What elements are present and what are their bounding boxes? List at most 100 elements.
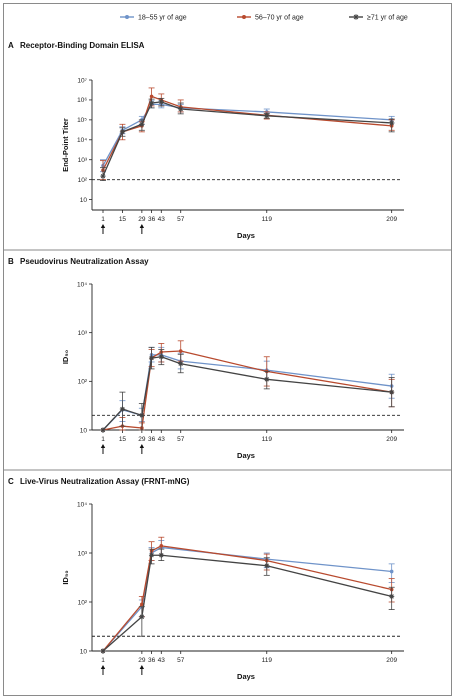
- y-tick-label: 10²: [78, 599, 88, 606]
- panel-letter: C: [8, 477, 14, 486]
- y-axis-title: ID₅₀: [61, 570, 70, 584]
- x-tick-label: 119: [262, 657, 273, 664]
- series-line: [102, 103, 392, 167]
- series-1: [101, 346, 395, 432]
- dose-arrow-head: [139, 665, 145, 669]
- y-tick-label: 10: [80, 197, 88, 204]
- series-3: [100, 97, 395, 181]
- series-2: [101, 340, 395, 432]
- x-axis-title: Days: [237, 231, 255, 240]
- x-tick-label: 57: [177, 216, 185, 223]
- y-tick-label: 10: [80, 648, 88, 655]
- dose-arrow-head: [100, 224, 106, 228]
- y-tick-label: 10⁶: [77, 97, 87, 104]
- series-3: [100, 548, 395, 654]
- y-tick-label: 10²: [78, 379, 88, 386]
- series-line: [102, 356, 392, 431]
- data-point: [100, 173, 106, 179]
- x-tick-label: 43: [158, 216, 166, 223]
- series-line: [102, 95, 392, 171]
- data-point: [158, 99, 164, 105]
- series-2: [100, 87, 395, 181]
- series-1: [100, 100, 395, 173]
- x-tick-label: 119: [262, 436, 273, 443]
- series-line: [102, 546, 392, 652]
- x-tick-label: 1: [101, 216, 105, 223]
- series-line: [102, 101, 392, 177]
- data-point: [100, 648, 106, 654]
- x-tick-label: 36: [148, 216, 156, 223]
- series-line: [102, 350, 392, 431]
- panel-letter: A: [8, 41, 14, 50]
- data-point: [139, 412, 145, 418]
- legend-swatch-marker: [125, 15, 129, 19]
- legend: 18–55 yr of age 56–70 yr of age ≥71 yr of …: [120, 14, 408, 22]
- x-tick-label: 29: [138, 436, 146, 443]
- dose-arrow-head: [139, 444, 145, 448]
- chart-panel-a: A Receptor-Binding Domain ELISA 10 10² 10³ 10…: [8, 41, 404, 240]
- x-tick-label: 119: [262, 216, 273, 223]
- data-point: [149, 94, 154, 99]
- x-tick-label: 57: [177, 657, 185, 664]
- y-tick-label: 10⁷: [77, 77, 87, 84]
- y-tick-label: 10: [80, 427, 88, 434]
- dose-arrow-head: [100, 444, 106, 448]
- dose-arrow-head: [139, 224, 145, 228]
- x-tick-label: 43: [158, 657, 166, 664]
- x-tick-label: 43: [158, 436, 166, 443]
- x-tick-label: 15: [119, 216, 127, 223]
- data-point: [148, 355, 155, 361]
- panel-title: Receptor-Binding Domain ELISA: [20, 41, 145, 50]
- data-point: [139, 614, 145, 620]
- data-point: [140, 602, 144, 607]
- x-tick-label: 1: [101, 657, 105, 664]
- data-point: [389, 120, 395, 126]
- x-tick-label: 209: [386, 436, 397, 443]
- data-point: [139, 121, 145, 127]
- x-tick-label: 15: [119, 436, 127, 443]
- y-tick-label: 10³: [78, 330, 88, 337]
- y-tick-label: 10²: [78, 177, 88, 184]
- data-point: [264, 113, 270, 119]
- chart-panel-c: C Live-Virus Neutralization Assay (FRNT-m…: [4, 469, 451, 681]
- y-tick-label: 10⁵: [77, 117, 87, 124]
- series-3: [100, 346, 395, 433]
- y-tick-label: 10³: [78, 550, 88, 557]
- series-line: [102, 554, 392, 652]
- legend-item: ≥71 yr of age: [349, 14, 408, 22]
- figure-frame: [3, 3, 452, 696]
- panel-letter: B: [8, 257, 14, 266]
- legend-item: 18–55 yr of age: [120, 15, 187, 22]
- x-tick-label: 209: [386, 216, 397, 223]
- legend-swatch-marker: [242, 15, 246, 19]
- data-point: [159, 544, 164, 548]
- x-tick-label: 29: [138, 216, 146, 223]
- legend-swatch-marker: [353, 14, 359, 20]
- x-axis-title: Days: [237, 451, 255, 460]
- y-tick-label: 10³: [78, 157, 88, 164]
- data-point: [178, 349, 183, 353]
- panel-title: Pseudovirus Neutralization Assay: [20, 257, 149, 266]
- data-point: [148, 552, 155, 558]
- x-tick-label: 57: [177, 436, 185, 443]
- data-point: [119, 406, 126, 412]
- x-tick-label: 36: [148, 436, 156, 443]
- x-axis-title: Days: [237, 672, 255, 681]
- data-point: [264, 563, 270, 569]
- data-point: [264, 376, 270, 382]
- x-tick-label: 29: [138, 657, 146, 664]
- dose-arrow-head: [100, 665, 106, 669]
- x-tick-label: 1: [101, 436, 105, 443]
- series-line: [102, 545, 392, 652]
- chart-panel-b: B Pseudovirus Neutralization Assay 10 10² 10…: [4, 249, 451, 460]
- data-point: [178, 361, 184, 367]
- y-tick-label: 10⁴: [77, 137, 87, 144]
- panel-title: Live-Virus Neutralization Assay (FRNT-mN…: [20, 477, 190, 486]
- legend-label: 56–70 yr of age: [255, 15, 304, 22]
- data-point: [100, 427, 106, 433]
- y-tick-label: 10⁴: [77, 501, 87, 508]
- data-point: [389, 389, 395, 395]
- data-point: [119, 129, 126, 135]
- data-point: [148, 100, 155, 106]
